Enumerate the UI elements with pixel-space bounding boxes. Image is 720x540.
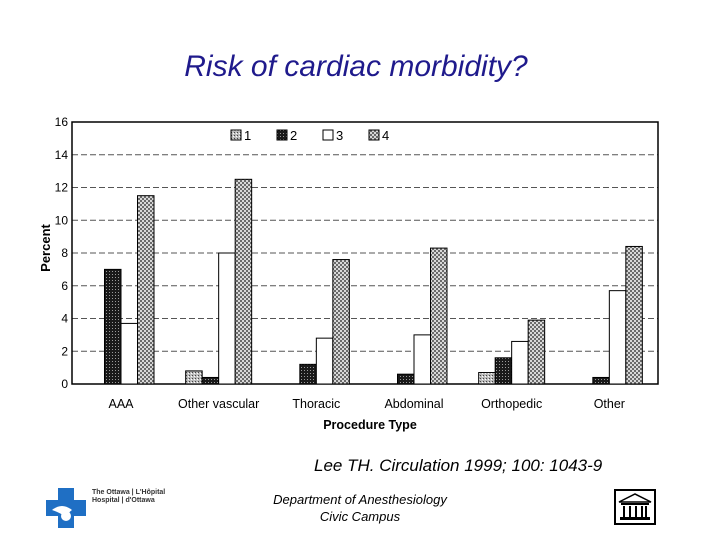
bar bbox=[397, 373, 415, 385]
y-tick-label: 10 bbox=[55, 213, 69, 227]
bar bbox=[120, 322, 138, 385]
bar bbox=[299, 363, 317, 385]
bar bbox=[608, 290, 627, 385]
slide-title: Risk of cardiac morbidity? bbox=[184, 50, 528, 83]
logo-text-line2: Hospital | d'Ottawa bbox=[92, 497, 155, 504]
bar bbox=[413, 334, 431, 385]
hospital-name-text: The Ottawa | L'Hôpital Hospital | d'Otta… bbox=[92, 489, 172, 505]
y-tick-label: 6 bbox=[61, 279, 68, 293]
bar bbox=[137, 195, 155, 385]
citation: Lee TH. Circulation 1999; 100: 1043-9 bbox=[314, 456, 603, 475]
university-building-icon bbox=[614, 489, 656, 530]
legend-swatch bbox=[322, 129, 334, 141]
y-tick-label: 16 bbox=[55, 115, 69, 129]
axes bbox=[71, 121, 659, 385]
y-axis-title: Percent bbox=[38, 223, 53, 271]
y-tick-label: 4 bbox=[61, 312, 68, 326]
legend-background bbox=[216, 125, 406, 145]
legend-label: 3 bbox=[336, 128, 343, 143]
bar bbox=[511, 340, 529, 385]
y-tick-label: 8 bbox=[61, 246, 68, 260]
bar bbox=[430, 247, 448, 385]
bar bbox=[592, 376, 610, 385]
x-tick-label: AAA bbox=[108, 397, 134, 411]
legend-label: 1 bbox=[244, 128, 251, 143]
bar bbox=[478, 372, 496, 385]
legend: 1 2 3 4 bbox=[216, 125, 406, 145]
bar bbox=[332, 259, 350, 385]
x-tick-label: Thoracic bbox=[292, 397, 340, 411]
hospital-cross-logo-icon bbox=[44, 486, 88, 535]
grid-lines bbox=[72, 154, 658, 352]
y-tick-label: 2 bbox=[61, 344, 68, 358]
bar bbox=[625, 245, 643, 385]
bar bbox=[104, 268, 122, 385]
legend-label: 2 bbox=[290, 128, 297, 143]
footer-department: Department of Anesthesiology bbox=[273, 492, 447, 507]
footer-campus: Civic Campus bbox=[319, 509, 401, 524]
bar bbox=[315, 337, 334, 385]
bar bbox=[527, 319, 546, 385]
x-axis-title: Procedure Type bbox=[323, 418, 417, 432]
y-tick-label: 12 bbox=[55, 181, 69, 195]
bar bbox=[494, 357, 513, 385]
x-tick-label: Other bbox=[594, 397, 625, 411]
x-tick-label: Abdominal bbox=[384, 397, 443, 411]
legend-swatch bbox=[368, 129, 380, 141]
logo-text-line1: The Ottawa | L'Hôpital bbox=[92, 489, 166, 496]
legend-label: 4 bbox=[382, 128, 389, 143]
bar bbox=[234, 178, 253, 385]
bar bbox=[218, 252, 236, 385]
bars bbox=[104, 178, 643, 385]
x-tick-label: Other vascular bbox=[178, 397, 259, 411]
legend-swatch bbox=[230, 129, 242, 141]
legend-swatch bbox=[276, 129, 288, 141]
bar bbox=[201, 376, 220, 385]
footer: Department of Anesthesiology Civic Campu… bbox=[240, 491, 480, 525]
y-tick-label: 0 bbox=[61, 377, 68, 391]
x-tick-label: Orthopedic bbox=[481, 397, 542, 411]
bar bbox=[185, 370, 203, 385]
plot-frame bbox=[71, 121, 659, 385]
y-tick-label: 14 bbox=[55, 148, 69, 162]
